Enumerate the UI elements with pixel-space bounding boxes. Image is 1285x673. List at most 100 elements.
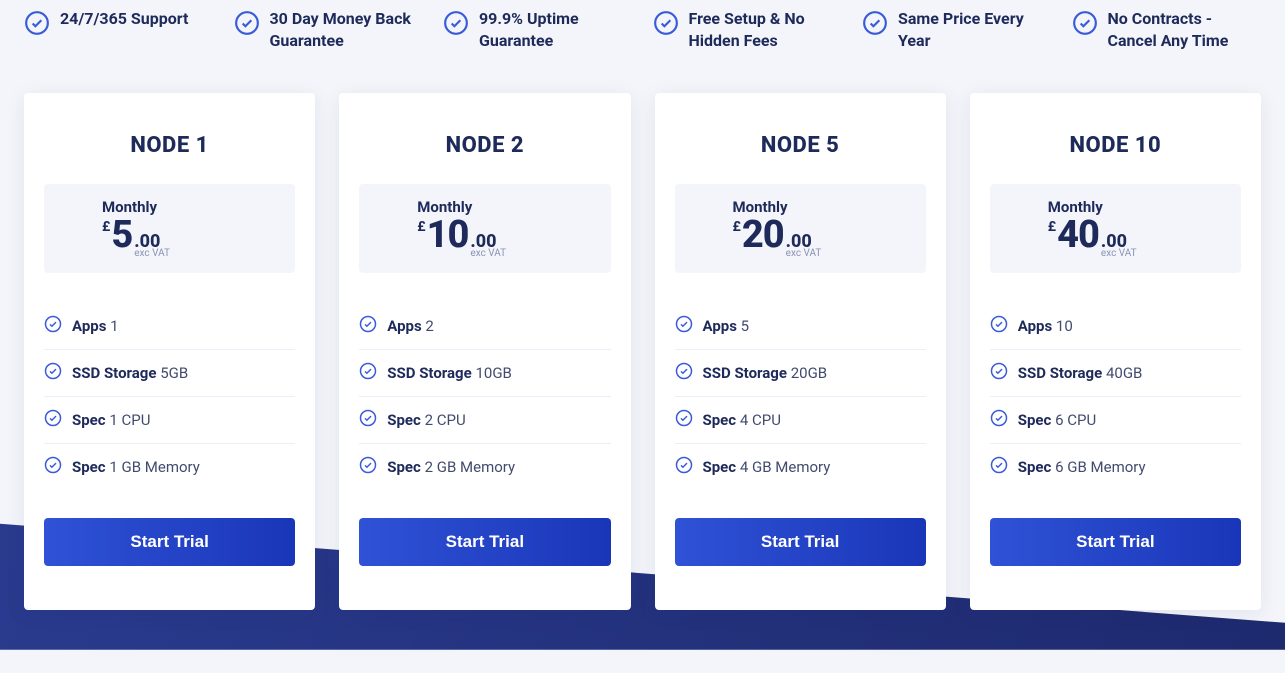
spec-apps: Apps 10 bbox=[990, 303, 1241, 350]
check-circle-icon bbox=[675, 315, 693, 337]
spec-label: SSD Storage bbox=[387, 364, 471, 382]
currency-symbol: £ bbox=[733, 220, 741, 234]
spec-label: Apps bbox=[72, 317, 106, 335]
spec-label: Spec bbox=[72, 458, 106, 476]
currency-symbol: £ bbox=[417, 220, 425, 234]
spec-storage: SSD Storage 10GB bbox=[359, 350, 610, 397]
spec-cpu: Spec 4 CPU bbox=[675, 397, 926, 444]
feature-text: 30 Day Money Back Guarantee bbox=[270, 8, 424, 53]
spec-cpu: Spec 2 CPU bbox=[359, 397, 610, 444]
spec-value: 2 CPU bbox=[425, 411, 466, 429]
vat-note: exc VAT bbox=[786, 249, 822, 259]
price: £ 10 .00 exc VAT bbox=[417, 216, 592, 259]
feature-item: Same Price Every Year bbox=[862, 8, 1052, 53]
price-box: Monthly £ 40 .00 exc VAT bbox=[990, 184, 1241, 273]
spec-memory: Spec 1 GB Memory bbox=[44, 444, 295, 490]
spec-list: Apps 1 SSD Storage 5GB Spec 1 CPU Spec 1… bbox=[44, 303, 295, 490]
feature-text: 24/7/365 Support bbox=[60, 8, 188, 30]
feature-text: Free Setup & No Hidden Fees bbox=[689, 8, 843, 53]
spec-label: Spec bbox=[703, 411, 737, 429]
spec-value: 1 GB Memory bbox=[109, 458, 200, 476]
price: £ 20 .00 exc VAT bbox=[733, 216, 908, 259]
spec-label: Apps bbox=[703, 317, 737, 335]
check-circle-icon bbox=[675, 362, 693, 384]
spec-label: Spec bbox=[387, 458, 421, 476]
plan-title: NODE 5 bbox=[675, 133, 926, 158]
spec-value: 20GB bbox=[791, 364, 827, 382]
vat-note: exc VAT bbox=[134, 249, 170, 259]
spec-label: SSD Storage bbox=[72, 364, 156, 382]
start-trial-button[interactable]: Start Trial bbox=[990, 518, 1241, 566]
plan-card-node-2: NODE 2 Monthly £ 10 .00 exc VAT Apps 2 bbox=[339, 93, 630, 610]
spec-list: Apps 2 SSD Storage 10GB Spec 2 CPU Spec … bbox=[359, 303, 610, 490]
check-circle-icon bbox=[862, 10, 888, 40]
spec-storage: SSD Storage 40GB bbox=[990, 350, 1241, 397]
check-circle-icon bbox=[359, 409, 377, 431]
vat-note: exc VAT bbox=[470, 249, 506, 259]
check-circle-icon bbox=[359, 456, 377, 478]
spec-label: SSD Storage bbox=[703, 364, 787, 382]
plan-title: NODE 10 bbox=[990, 133, 1241, 158]
spec-label: Spec bbox=[72, 411, 106, 429]
spec-label: Apps bbox=[1018, 317, 1052, 335]
currency-symbol: £ bbox=[1048, 220, 1056, 234]
spec-cpu: Spec 6 CPU bbox=[990, 397, 1241, 444]
check-circle-icon bbox=[359, 362, 377, 384]
check-circle-icon bbox=[675, 409, 693, 431]
price-amount: 40 bbox=[1057, 216, 1099, 254]
spec-label: Apps bbox=[387, 317, 421, 335]
plan-card-node-5: NODE 5 Monthly £ 20 .00 exc VAT Apps 5 bbox=[655, 93, 946, 610]
price: £ 40 .00 exc VAT bbox=[1048, 216, 1223, 259]
spec-list: Apps 5 SSD Storage 20GB Spec 4 CPU Spec … bbox=[675, 303, 926, 490]
spec-apps: Apps 5 bbox=[675, 303, 926, 350]
plan-card-node-10: NODE 10 Monthly £ 40 .00 exc VAT Apps 10 bbox=[970, 93, 1261, 610]
check-circle-icon bbox=[1072, 10, 1098, 40]
spec-label: Spec bbox=[703, 458, 737, 476]
spec-value: 6 CPU bbox=[1055, 411, 1096, 429]
check-circle-icon bbox=[990, 315, 1008, 337]
vat-note: exc VAT bbox=[1101, 249, 1137, 259]
check-circle-icon bbox=[44, 362, 62, 384]
start-trial-button[interactable]: Start Trial bbox=[44, 518, 295, 566]
price-amount: 10 bbox=[427, 216, 469, 254]
plan-card-node-1: NODE 1 Monthly £ 5 .00 exc VAT Apps 1 bbox=[24, 93, 315, 610]
spec-value: 5GB bbox=[160, 364, 188, 382]
check-circle-icon bbox=[990, 456, 1008, 478]
spec-value: 6 GB Memory bbox=[1055, 458, 1146, 476]
price-box: Monthly £ 10 .00 exc VAT bbox=[359, 184, 610, 273]
check-circle-icon bbox=[44, 315, 62, 337]
spec-storage: SSD Storage 20GB bbox=[675, 350, 926, 397]
price-amount: 20 bbox=[742, 216, 784, 254]
price-box: Monthly £ 20 .00 exc VAT bbox=[675, 184, 926, 273]
features-row: 24/7/365 Support 30 Day Money Back Guara… bbox=[24, 8, 1261, 53]
plan-title: NODE 1 bbox=[44, 133, 295, 158]
spec-label: Spec bbox=[1018, 458, 1052, 476]
feature-text: No Contracts - Cancel Any Time bbox=[1108, 8, 1262, 53]
price-box: Monthly £ 5 .00 exc VAT bbox=[44, 184, 295, 273]
start-trial-button[interactable]: Start Trial bbox=[359, 518, 610, 566]
spec-apps: Apps 2 bbox=[359, 303, 610, 350]
spec-value: 4 GB Memory bbox=[740, 458, 831, 476]
spec-memory: Spec 4 GB Memory bbox=[675, 444, 926, 490]
spec-value: 40GB bbox=[1106, 364, 1142, 382]
plan-title: NODE 2 bbox=[359, 133, 610, 158]
spec-memory: Spec 6 GB Memory bbox=[990, 444, 1241, 490]
check-circle-icon bbox=[443, 10, 469, 40]
start-trial-button[interactable]: Start Trial bbox=[675, 518, 926, 566]
spec-storage: SSD Storage 5GB bbox=[44, 350, 295, 397]
check-circle-icon bbox=[653, 10, 679, 40]
feature-item: No Contracts - Cancel Any Time bbox=[1072, 8, 1262, 53]
check-circle-icon bbox=[24, 10, 50, 40]
spec-value: 10 bbox=[1056, 317, 1073, 335]
feature-item: 30 Day Money Back Guarantee bbox=[234, 8, 424, 53]
spec-value: 1 bbox=[110, 317, 118, 335]
check-circle-icon bbox=[990, 409, 1008, 431]
check-circle-icon bbox=[359, 315, 377, 337]
check-circle-icon bbox=[990, 362, 1008, 384]
spec-value: 2 bbox=[425, 317, 433, 335]
spec-cpu: Spec 1 CPU bbox=[44, 397, 295, 444]
currency-symbol: £ bbox=[102, 220, 110, 234]
spec-value: 1 CPU bbox=[109, 411, 150, 429]
spec-value: 10GB bbox=[475, 364, 511, 382]
feature-item: 24/7/365 Support bbox=[24, 8, 214, 53]
